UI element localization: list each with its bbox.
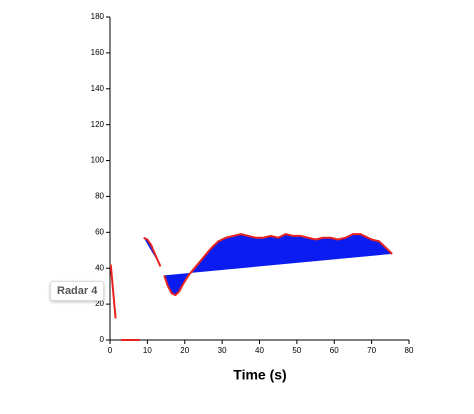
x-tick-label: 0 bbox=[108, 346, 113, 355]
x-tick-label: 40 bbox=[255, 346, 264, 355]
x-tick-label: 70 bbox=[367, 346, 376, 355]
y-tick-label: 180 bbox=[91, 12, 105, 21]
x-axis-label: Time (s) bbox=[233, 367, 286, 383]
y-tick-label: 40 bbox=[95, 263, 104, 272]
y-tick-label: 120 bbox=[91, 120, 105, 129]
y-tick-label: 160 bbox=[91, 48, 105, 57]
y-tick-label: 0 bbox=[100, 335, 105, 344]
area-line bbox=[109, 233, 393, 341]
x-tick-label: 20 bbox=[180, 346, 189, 355]
legend-entry: Radar 4 bbox=[50, 281, 105, 301]
y-tick-label: 80 bbox=[95, 192, 104, 201]
x-tick-label: 80 bbox=[405, 346, 414, 355]
x-tick-label: 60 bbox=[330, 346, 339, 355]
y-tick-label: 20 bbox=[95, 299, 104, 308]
y-tick-label: 60 bbox=[95, 227, 104, 236]
y-tick-label: 100 bbox=[91, 156, 105, 165]
x-tick-label: 30 bbox=[218, 346, 227, 355]
x-tick-label: 10 bbox=[143, 346, 152, 355]
x-tick-label: 50 bbox=[292, 346, 301, 355]
y-tick-label: 140 bbox=[91, 84, 105, 93]
